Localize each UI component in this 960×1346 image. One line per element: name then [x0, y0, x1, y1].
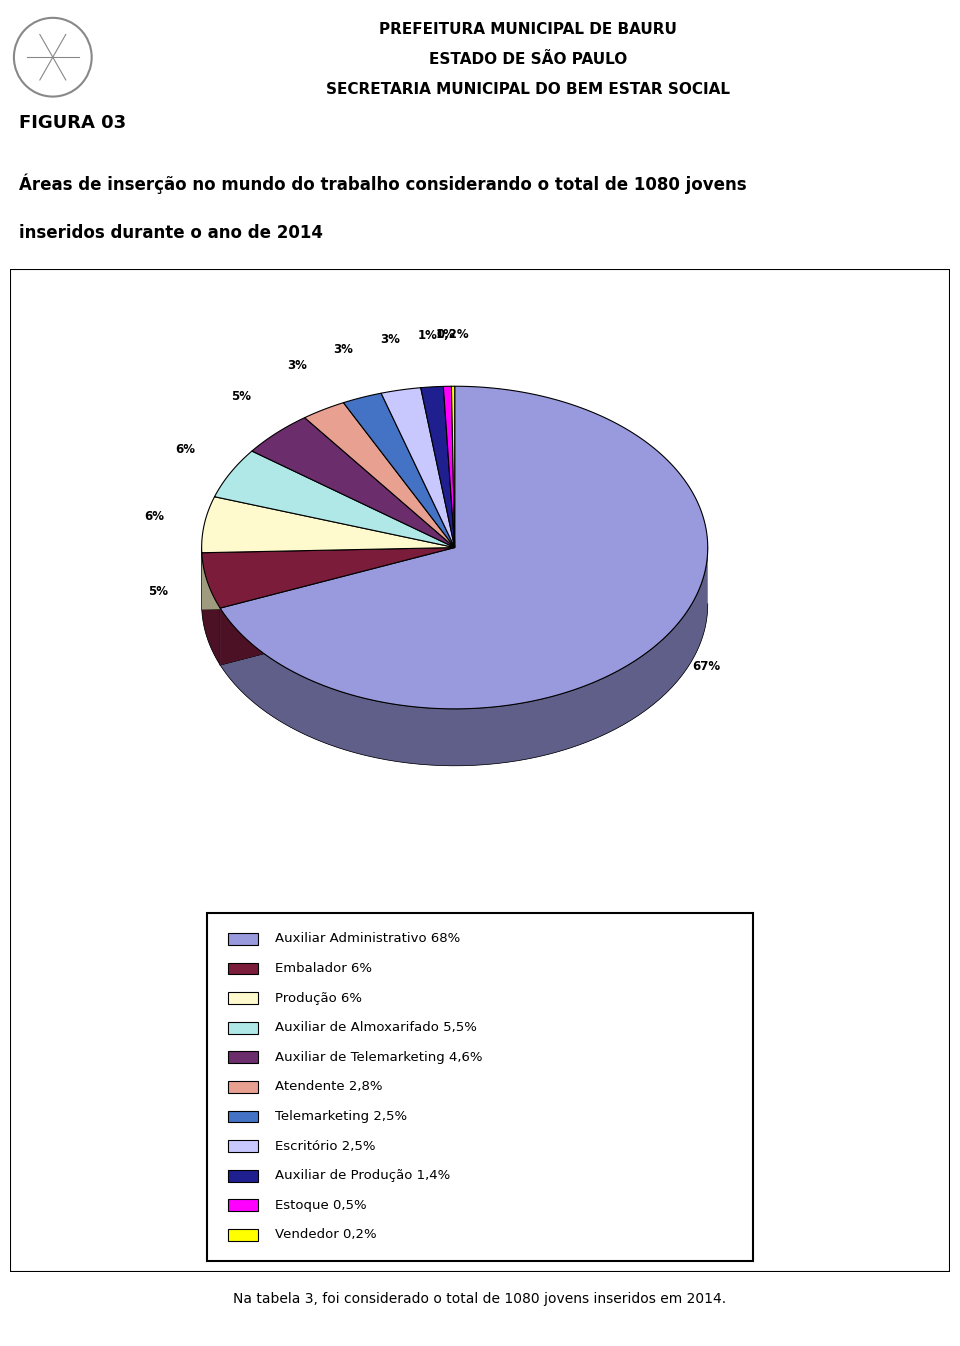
- Text: Produção 6%: Produção 6%: [275, 992, 362, 1004]
- FancyBboxPatch shape: [228, 1140, 258, 1152]
- Text: 5%: 5%: [148, 586, 168, 598]
- Text: Áreas de inserção no mundo do trabalho considerando o total de 1080 jovens: Áreas de inserção no mundo do trabalho c…: [19, 174, 747, 194]
- Polygon shape: [214, 451, 455, 548]
- FancyBboxPatch shape: [228, 992, 258, 1004]
- Polygon shape: [344, 393, 455, 548]
- Text: Auxiliar de Almoxarifado 5,5%: Auxiliar de Almoxarifado 5,5%: [275, 1022, 477, 1034]
- Text: PREFEITURA MUNICIPAL DE BAURU: PREFEITURA MUNICIPAL DE BAURU: [379, 22, 677, 36]
- Text: 6%: 6%: [144, 510, 164, 524]
- Polygon shape: [304, 402, 455, 548]
- Polygon shape: [420, 386, 455, 548]
- FancyBboxPatch shape: [228, 1081, 258, 1093]
- FancyBboxPatch shape: [228, 1051, 258, 1063]
- Polygon shape: [202, 604, 708, 766]
- Text: Estoque 0,5%: Estoque 0,5%: [275, 1199, 367, 1211]
- FancyBboxPatch shape: [228, 933, 258, 945]
- Text: Na tabela 3, foi considerado o total de 1080 jovens inseridos em 2014.: Na tabela 3, foi considerado o total de …: [233, 1292, 727, 1306]
- Polygon shape: [220, 386, 708, 709]
- Polygon shape: [202, 548, 455, 610]
- FancyBboxPatch shape: [228, 962, 258, 975]
- FancyBboxPatch shape: [228, 1199, 258, 1211]
- Text: 67%: 67%: [692, 660, 721, 673]
- Text: Vendedor 0,2%: Vendedor 0,2%: [275, 1229, 376, 1241]
- Text: Telemarketing 2,5%: Telemarketing 2,5%: [275, 1110, 407, 1123]
- Text: FIGURA 03: FIGURA 03: [19, 113, 126, 132]
- FancyBboxPatch shape: [228, 1229, 258, 1241]
- Text: Atendente 2,8%: Atendente 2,8%: [275, 1081, 382, 1093]
- Polygon shape: [451, 386, 455, 548]
- FancyBboxPatch shape: [228, 1170, 258, 1182]
- Text: Auxiliar Administrativo 68%: Auxiliar Administrativo 68%: [275, 933, 460, 945]
- Text: ESTADO DE SÃO PAULO: ESTADO DE SÃO PAULO: [429, 52, 627, 67]
- FancyBboxPatch shape: [228, 1110, 258, 1123]
- FancyBboxPatch shape: [10, 269, 950, 1272]
- Text: 6%: 6%: [176, 443, 196, 455]
- Polygon shape: [252, 417, 455, 548]
- Text: 3%: 3%: [287, 359, 307, 371]
- Polygon shape: [202, 497, 455, 553]
- Polygon shape: [444, 386, 455, 548]
- FancyBboxPatch shape: [207, 913, 753, 1261]
- Polygon shape: [220, 548, 455, 665]
- Text: Embalador 6%: Embalador 6%: [275, 962, 372, 975]
- Polygon shape: [220, 546, 708, 766]
- Text: inseridos durante o ano de 2014: inseridos durante o ano de 2014: [19, 223, 323, 242]
- Text: 0,2%: 0,2%: [437, 328, 469, 341]
- Text: Auxiliar de Produção 1,4%: Auxiliar de Produção 1,4%: [275, 1170, 450, 1182]
- Polygon shape: [381, 388, 455, 548]
- Text: 3%: 3%: [333, 343, 353, 355]
- Text: Escritório 2,5%: Escritório 2,5%: [275, 1140, 375, 1152]
- Polygon shape: [202, 548, 455, 610]
- Polygon shape: [202, 548, 455, 608]
- Text: SECRETARIA MUNICIPAL DO BEM ESTAR SOCIAL: SECRETARIA MUNICIPAL DO BEM ESTAR SOCIAL: [326, 82, 730, 97]
- Polygon shape: [202, 553, 220, 665]
- Text: 1%: 1%: [418, 328, 438, 342]
- Text: 1%: 1%: [436, 328, 456, 341]
- Polygon shape: [220, 548, 455, 665]
- Text: 5%: 5%: [230, 390, 251, 402]
- Text: Auxiliar de Telemarketing 4,6%: Auxiliar de Telemarketing 4,6%: [275, 1051, 483, 1063]
- Text: 3%: 3%: [380, 332, 400, 346]
- FancyBboxPatch shape: [228, 1022, 258, 1034]
